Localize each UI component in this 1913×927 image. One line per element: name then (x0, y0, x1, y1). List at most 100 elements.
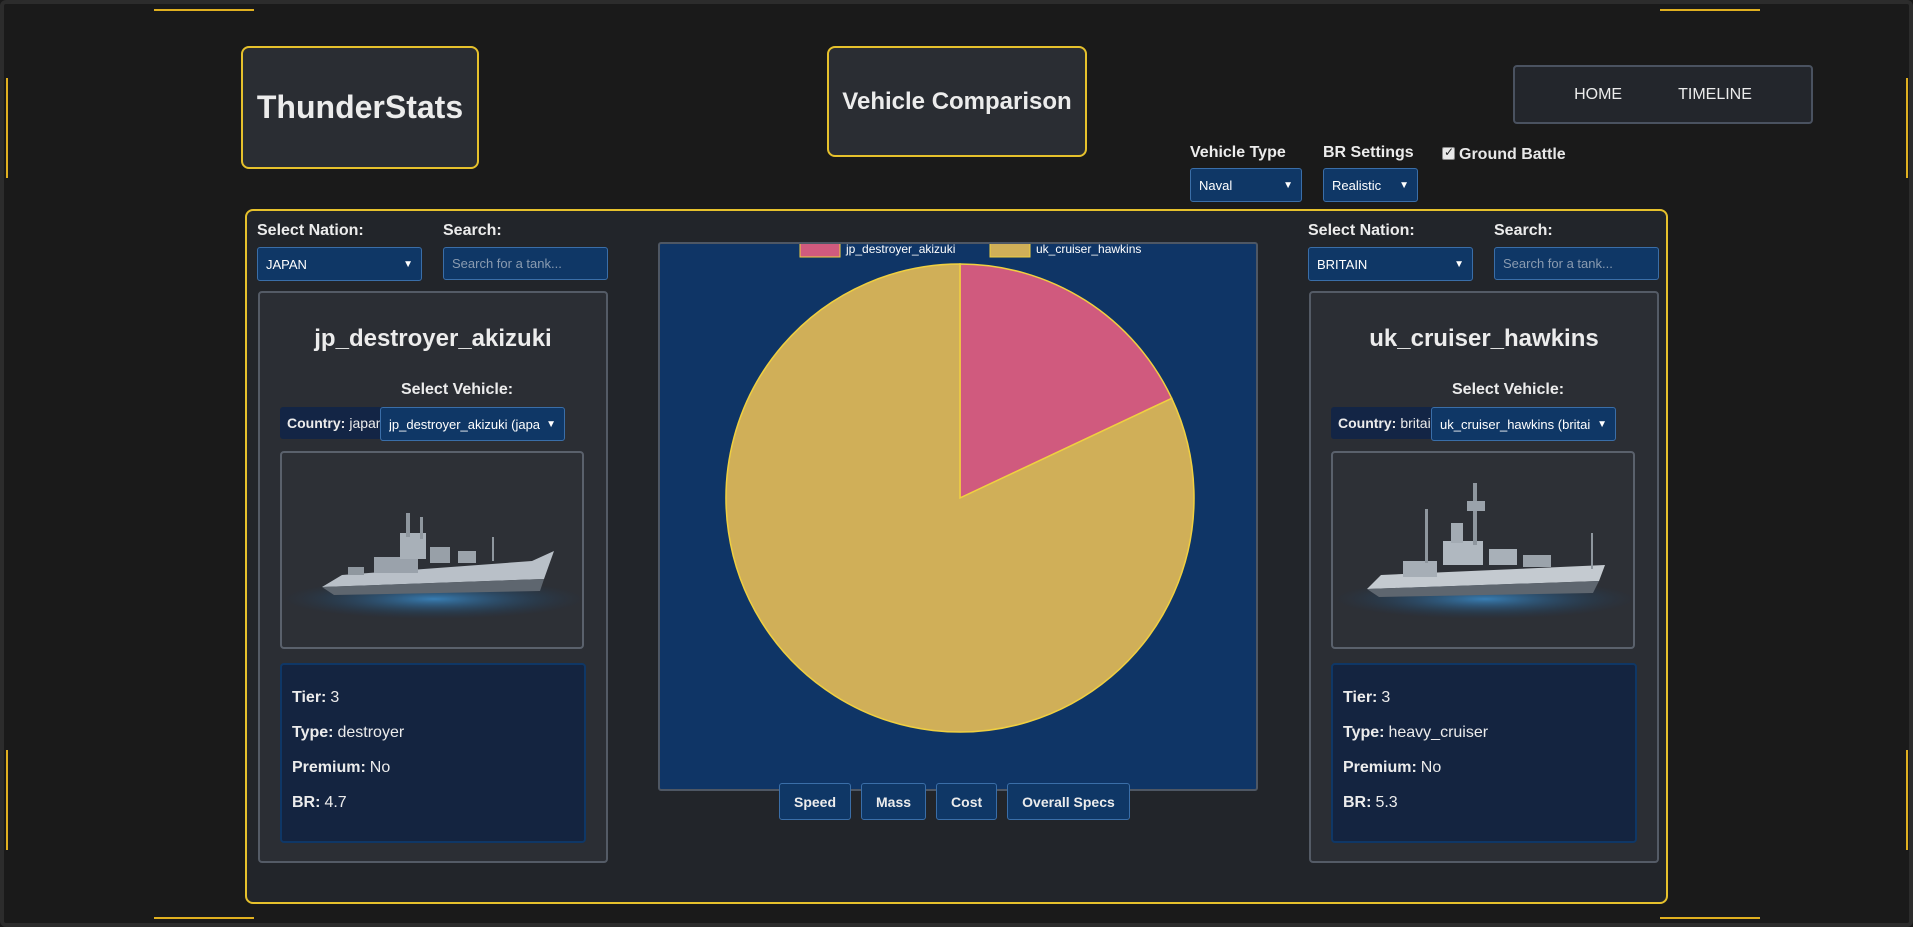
corner-decoration (154, 9, 254, 11)
left-vehicle-name: jp_destroyer_akizuki (314, 325, 552, 352)
premium-key: Premium: (292, 759, 366, 776)
left-stats-panel: Tier: 3 Type: destroyer Premium: No BR: 4.7 (280, 663, 586, 843)
chart-metric-buttons: Speed Mass Cost Overall Specs (779, 783, 1130, 820)
ground-battle-label: Ground Battle (1459, 146, 1566, 163)
left-br-value: 4.7 (324, 794, 347, 811)
legend-swatch-uk_cruiser_hawkins[interactable] (989, 244, 1031, 258)
right-select-vehicle-label: Select Vehicle: (1452, 381, 1565, 398)
destroyer-ship-image (284, 513, 582, 619)
cost-button[interactable]: Cost (936, 783, 998, 820)
left-vehicle-card: jp_destroyer_akizuki Select Vehicle: Cou… (258, 291, 608, 863)
br-settings-value: Realistic (1332, 177, 1382, 193)
left-nation-select[interactable]: JAPAN ▼ (257, 247, 422, 281)
pie-slice-jp_destroyer_akizuki[interactable] (959, 263, 1173, 500)
br-key: BR: (1343, 794, 1372, 811)
mass-button[interactable]: Mass (861, 783, 927, 820)
pie-chart-svg: jp_destroyer_akizuki uk_cruiser_hawkins (725, 244, 1195, 733)
left-select-vehicle-label: Select Vehicle: (401, 381, 514, 398)
left-nation-value: JAPAN (266, 256, 307, 272)
pie-chart: jp_destroyer_akizuki uk_cruiser_hawkins (658, 242, 1258, 791)
left-type-value: destroyer (337, 724, 405, 741)
tier-key: Tier: (1343, 689, 1378, 706)
br-key: BR: (292, 794, 321, 811)
vehicle-type-setting: Vehicle Type Naval ▼ (1190, 144, 1302, 202)
right-vehicle-select[interactable]: uk_cruiser_hawkins (britain) ▼ (1431, 407, 1616, 441)
nav-timeline-link[interactable]: TIMELINE (1678, 85, 1752, 103)
chevron-down-icon: ▼ (1454, 258, 1464, 270)
left-search-placeholder: Search for a tank... (452, 256, 562, 271)
comparison-panel: Select Nation: JAPAN ▼ Search: Search fo… (245, 209, 1668, 904)
corner-decoration (154, 917, 254, 919)
left-vehicle-image (280, 451, 584, 649)
vehicle-type-label: Vehicle Type (1190, 144, 1286, 161)
right-search-input[interactable]: Search for a tank... (1494, 247, 1659, 280)
page-title-text: Vehicle Comparison (842, 87, 1072, 115)
legend-swatch-jp_destroyer_akizuki[interactable] (799, 244, 841, 258)
corner-decoration (1906, 78, 1908, 178)
right-search-label: Search: (1494, 222, 1553, 239)
right-search-placeholder: Search for a tank... (1503, 256, 1613, 271)
overall-specs-button[interactable]: Overall Specs (1007, 783, 1130, 820)
right-stats-panel: Tier: 3 Type: heavy_cruiser Premium: No BR:… (1331, 663, 1637, 843)
left-country-value: japan (349, 415, 384, 431)
left-tier: Tier: 3 (292, 689, 574, 724)
corner-decoration (1660, 9, 1760, 11)
chevron-down-icon: ▼ (1597, 418, 1607, 430)
right-vehicle-name: uk_cruiser_hawkins (1369, 325, 1599, 352)
logo-text: ThunderStats (256, 89, 464, 125)
right-tier-value: 3 (1381, 689, 1391, 706)
chevron-down-icon: ▼ (1399, 179, 1409, 191)
chevron-down-icon: ▼ (403, 258, 413, 270)
cruiser-ship-image (1335, 483, 1633, 619)
vehicle-type-select[interactable]: Naval ▼ (1190, 168, 1302, 202)
corner-decoration (1660, 917, 1760, 919)
corner-decoration (6, 750, 8, 850)
right-vehicle-select-value: uk_cruiser_hawkins (britain) (1440, 416, 1592, 432)
legend-label-jp_destroyer_akizuki[interactable]: jp_destroyer_akizuki (845, 244, 955, 256)
logo[interactable]: ThunderStats (241, 46, 479, 169)
left-br: BR: 4.7 (292, 794, 574, 829)
right-tier: Tier: 3 (1343, 689, 1625, 724)
premium-key: Premium: (1343, 759, 1417, 776)
right-br: BR: 5.3 (1343, 794, 1625, 829)
left-vehicle-select[interactable]: jp_destroyer_akizuki (japan) ▼ (380, 407, 565, 441)
page-title: Vehicle Comparison (827, 46, 1087, 157)
pie-slice-uk_cruiser_hawkins[interactable] (725, 263, 1195, 733)
type-key: Type: (1343, 724, 1385, 741)
nav-home-link[interactable]: HOME (1574, 85, 1623, 103)
br-setting: BR Settings Realistic ▼ (1323, 144, 1418, 202)
br-settings-label: BR Settings (1323, 144, 1414, 161)
br-settings-select[interactable]: Realistic ▼ (1323, 168, 1418, 202)
right-vehicle-card: uk_cruiser_hawkins Select Vehicle: Count… (1309, 291, 1659, 863)
right-br-value: 5.3 (1375, 794, 1398, 811)
legend-label-uk_cruiser_hawkins[interactable]: uk_cruiser_hawkins (1036, 244, 1141, 256)
right-country-value: britain (1400, 415, 1439, 431)
left-type: Type: destroyer (292, 724, 574, 759)
corner-decoration (6, 78, 8, 178)
tier-key: Tier: (292, 689, 327, 706)
speed-button[interactable]: Speed (779, 783, 852, 820)
top-nav: HOME TIMELINE (1513, 65, 1813, 124)
right-premium-value: No (1420, 759, 1442, 776)
right-nation-select[interactable]: BRITAIN ▼ (1308, 247, 1473, 281)
chevron-down-icon: ▼ (1283, 179, 1293, 191)
left-tier-value: 3 (330, 689, 340, 706)
vehicle-type-value: Naval (1199, 177, 1233, 193)
corner-decoration (1906, 750, 1908, 850)
right-country-badge: Country: britain (1331, 407, 1446, 439)
left-vehicle-select-value: jp_destroyer_akizuki (japan) (389, 416, 541, 432)
right-nation-label: Select Nation: (1308, 222, 1415, 239)
left-nation-label: Select Nation: (257, 222, 364, 239)
country-key: Country: (287, 415, 346, 431)
left-search-input[interactable]: Search for a tank... (443, 247, 608, 280)
right-vehicle-image (1331, 451, 1635, 649)
left-search-label: Search: (443, 222, 502, 239)
left-premium-value: No (369, 759, 391, 776)
ground-battle-toggle: Ground Battle (1442, 145, 1566, 164)
left-country-badge: Country: japan (280, 407, 391, 439)
right-type-value: heavy_cruiser (1388, 724, 1489, 741)
right-nation-value: BRITAIN (1317, 256, 1368, 272)
country-key: Country: (1338, 415, 1397, 431)
ground-battle-checkbox[interactable] (1442, 145, 1455, 160)
